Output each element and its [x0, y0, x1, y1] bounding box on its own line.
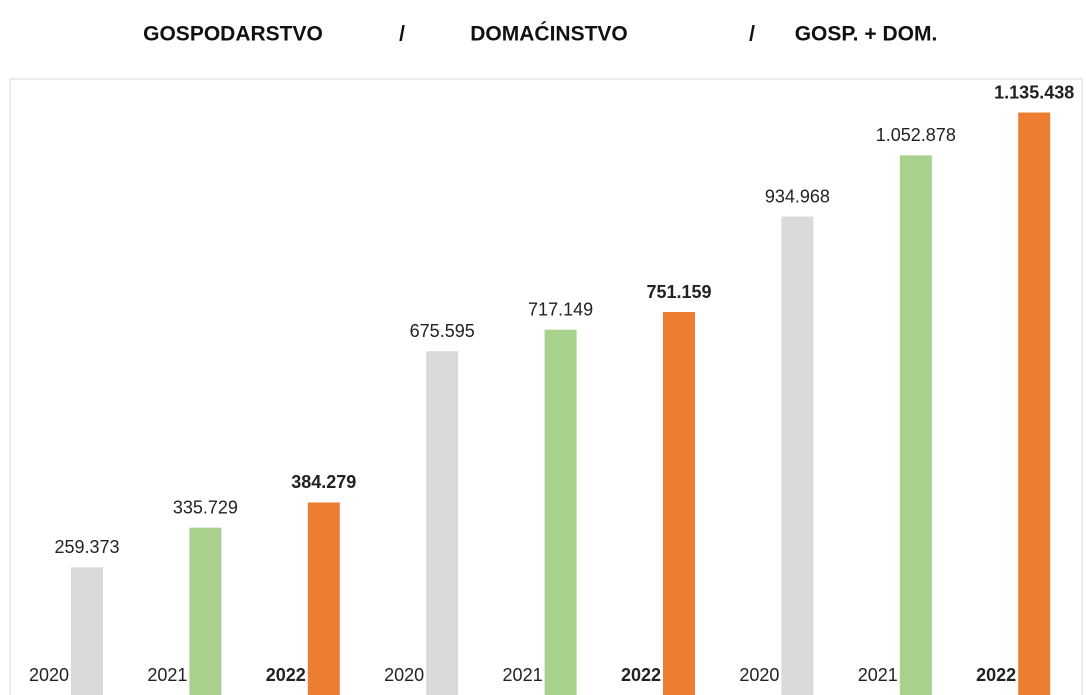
bar	[899, 155, 932, 695]
value-label: 675.595	[410, 321, 475, 341]
bar	[1018, 112, 1051, 695]
value-label: 1.135.438	[994, 82, 1074, 102]
chart-title: DOMAĆINSTVO	[470, 22, 628, 46]
value-label: 1.052.878	[876, 125, 956, 145]
x-tick-label: 2022	[976, 665, 1016, 685]
x-tick-label: 2022	[621, 665, 661, 685]
chart-title: GOSPODARSTVO	[143, 23, 323, 46]
bar	[426, 351, 459, 695]
x-tick-label: 2022	[266, 665, 306, 685]
value-label: 335.729	[173, 497, 238, 517]
x-tick-label: 2020	[739, 665, 779, 685]
x-tick-label: 2020	[29, 665, 69, 685]
bar	[663, 312, 695, 695]
chart-title: GOSP. + DOM.	[795, 23, 938, 46]
chart-title: /	[749, 23, 755, 46]
bar	[307, 502, 340, 695]
value-label: 751.159	[646, 282, 711, 302]
x-tick-label: 2021	[858, 665, 898, 685]
bar	[544, 329, 577, 695]
plot-frame	[9, 78, 1083, 695]
bar	[781, 216, 814, 695]
x-tick-label: 2021	[503, 665, 543, 685]
bar	[71, 567, 103, 695]
chart-title: /	[399, 23, 405, 46]
bar	[189, 527, 222, 695]
value-label: 259.373	[54, 537, 119, 557]
value-label: 384.279	[291, 472, 356, 492]
x-tick-label: 2020	[384, 665, 424, 685]
value-label: 717.149	[528, 299, 593, 319]
value-label: 934.968	[765, 186, 830, 206]
x-tick-label: 2021	[147, 665, 187, 685]
